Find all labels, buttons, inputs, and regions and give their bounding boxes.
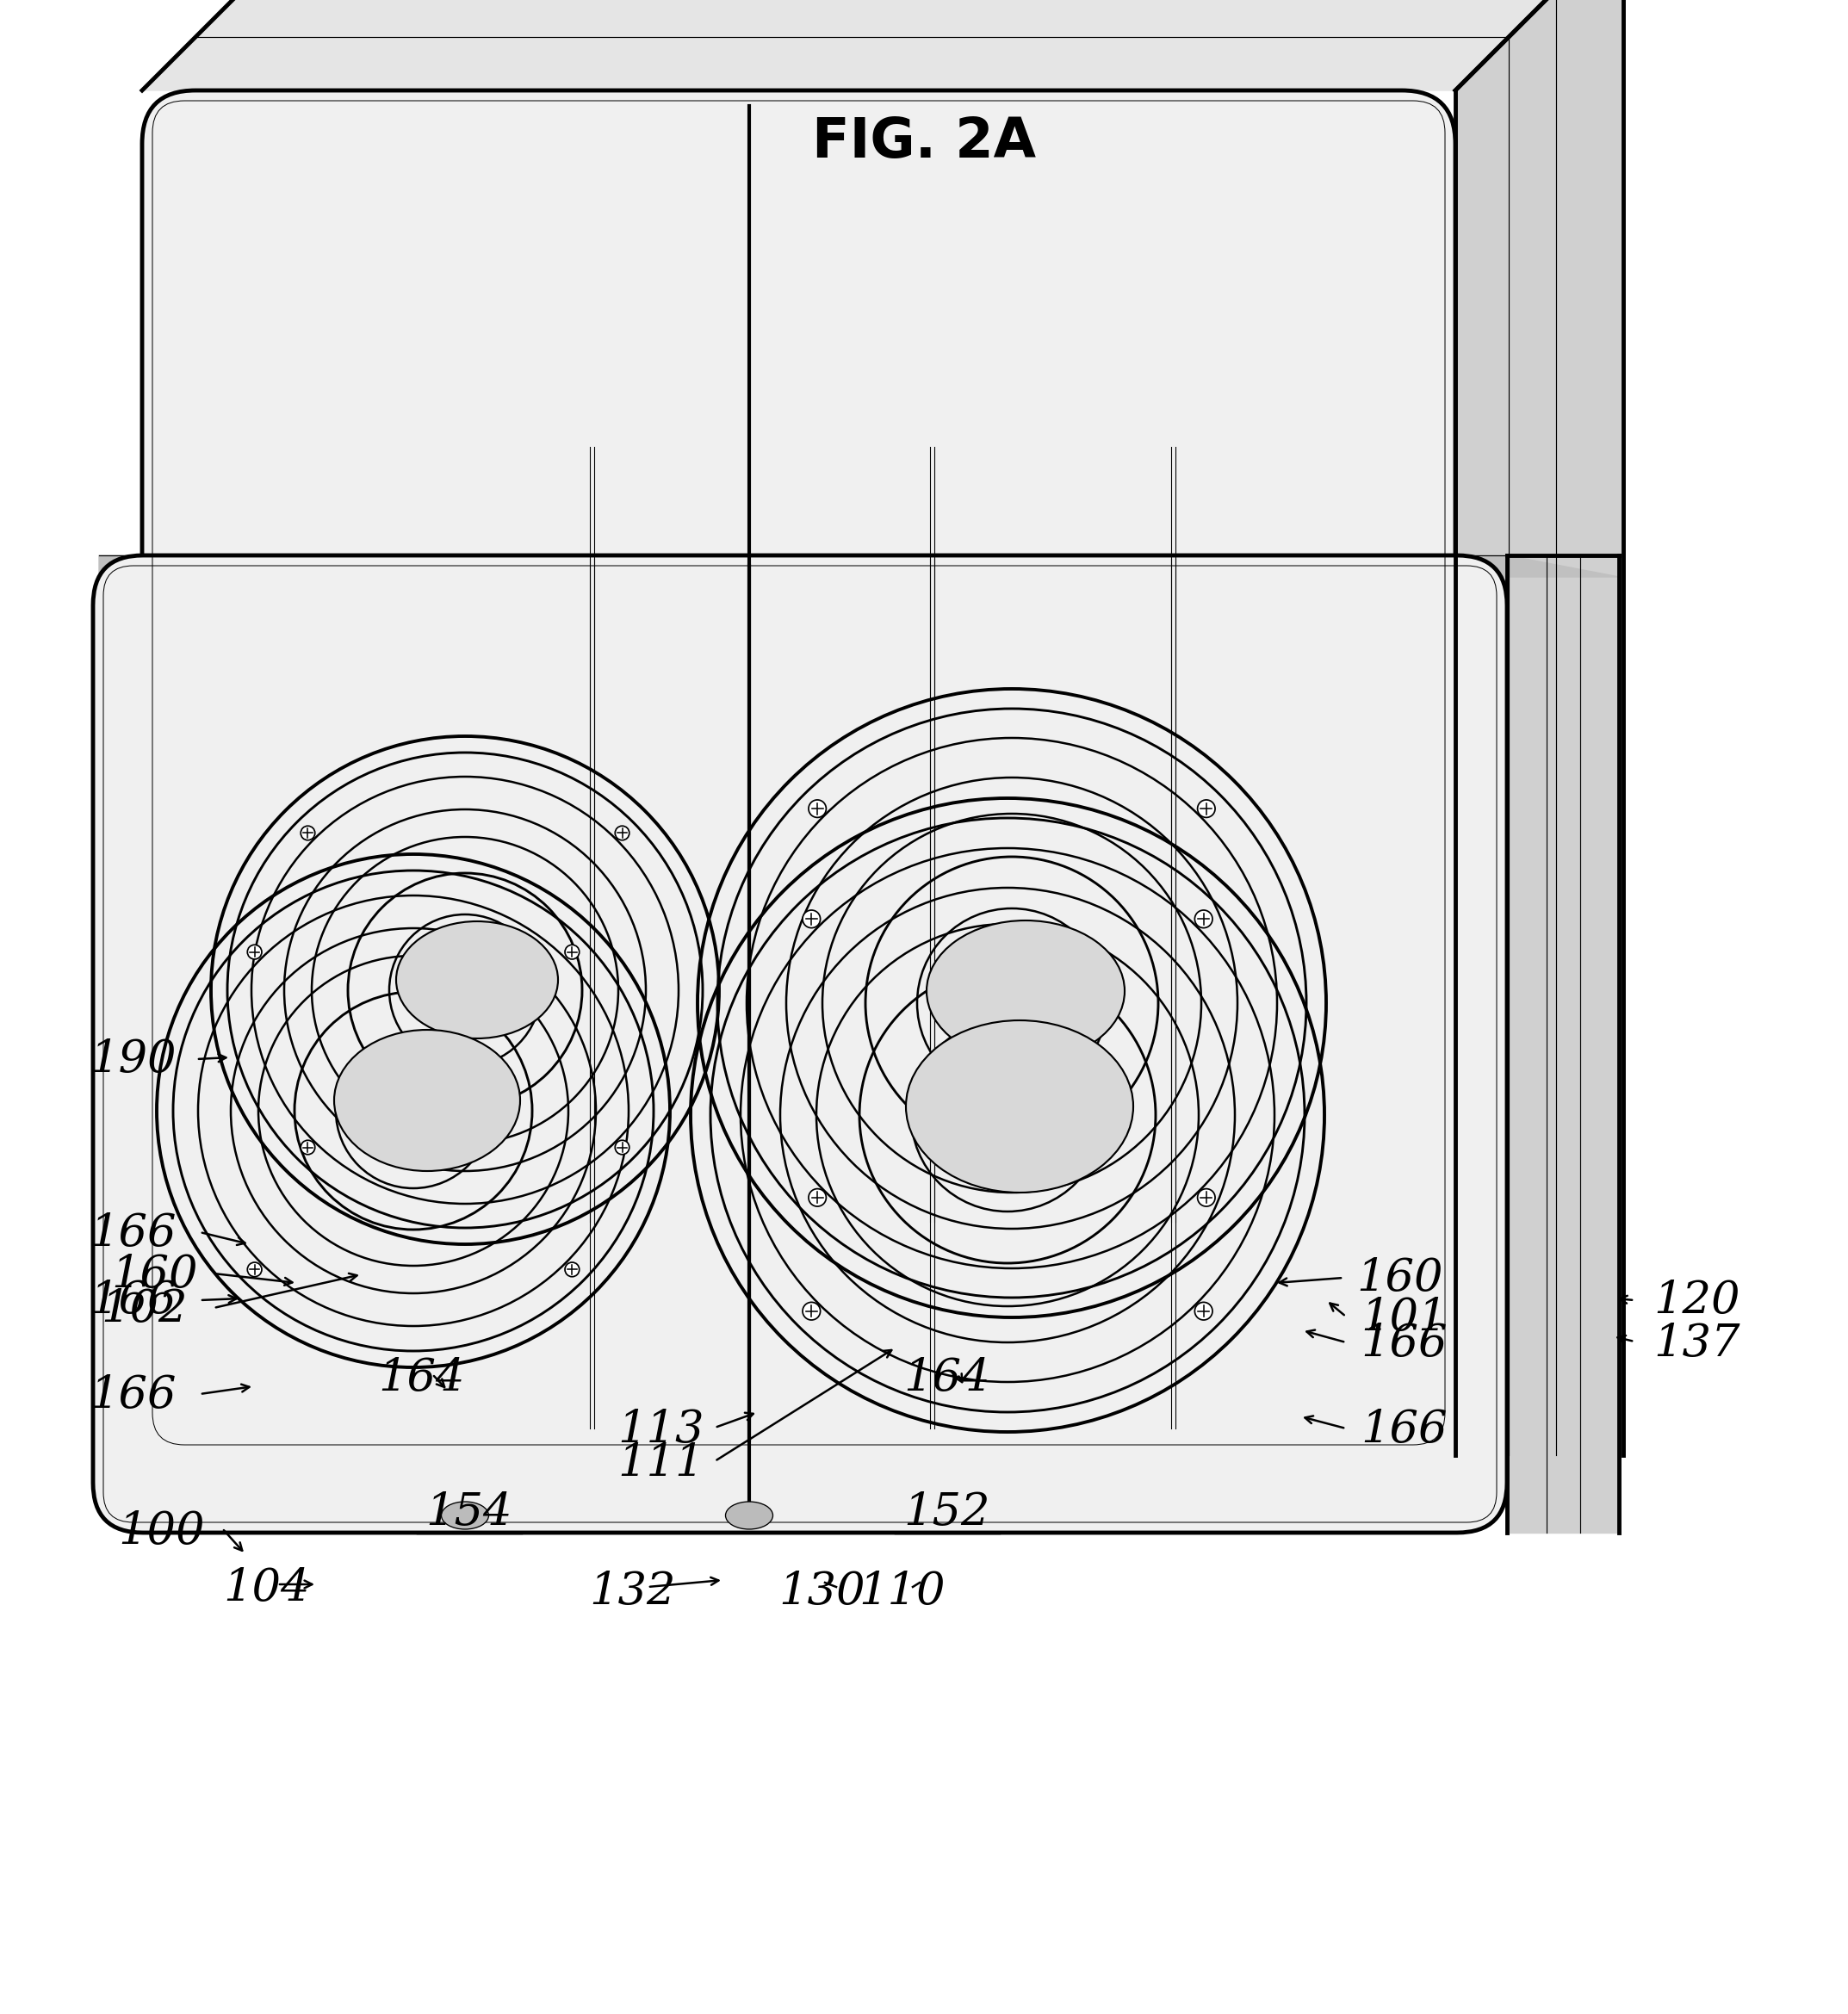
- Text: 152: 152: [904, 1490, 991, 1535]
- Ellipse shape: [926, 920, 1125, 1061]
- FancyBboxPatch shape: [142, 91, 1456, 1456]
- Text: 110: 110: [859, 1569, 946, 1613]
- Circle shape: [1198, 1188, 1216, 1206]
- Circle shape: [809, 1188, 826, 1206]
- Text: 154: 154: [427, 1490, 512, 1535]
- Text: 160: 160: [1356, 1257, 1443, 1301]
- Ellipse shape: [726, 1502, 772, 1529]
- Text: 120: 120: [1654, 1279, 1741, 1321]
- Text: 111: 111: [617, 1442, 704, 1486]
- Circle shape: [565, 1263, 578, 1277]
- Text: 113: 113: [617, 1408, 704, 1452]
- Text: 130: 130: [780, 1569, 865, 1613]
- Text: 100: 100: [118, 1508, 205, 1553]
- Text: 166: 166: [91, 1210, 177, 1255]
- Ellipse shape: [442, 1502, 488, 1529]
- Circle shape: [615, 1140, 630, 1154]
- Text: 137: 137: [1654, 1321, 1741, 1365]
- Text: 101: 101: [1360, 1295, 1447, 1339]
- Text: 166: 166: [91, 1374, 177, 1418]
- Polygon shape: [142, 0, 1623, 91]
- Circle shape: [248, 1263, 262, 1277]
- Polygon shape: [1506, 556, 1619, 1533]
- Circle shape: [615, 826, 630, 840]
- Circle shape: [1198, 800, 1216, 818]
- Text: 190: 190: [91, 1037, 177, 1082]
- Polygon shape: [1456, 0, 1623, 1456]
- Text: FIG. 2A: FIG. 2A: [811, 115, 1037, 169]
- Circle shape: [809, 800, 826, 818]
- Ellipse shape: [906, 1021, 1133, 1192]
- Text: 166: 166: [1360, 1321, 1447, 1365]
- Polygon shape: [100, 556, 1619, 576]
- Text: 164: 164: [904, 1355, 991, 1400]
- Ellipse shape: [334, 1029, 519, 1170]
- Circle shape: [802, 910, 821, 928]
- Text: 164: 164: [379, 1355, 466, 1400]
- Text: 104: 104: [224, 1567, 310, 1611]
- FancyBboxPatch shape: [92, 556, 1506, 1533]
- Text: 160: 160: [111, 1253, 198, 1297]
- Circle shape: [802, 1303, 821, 1319]
- Circle shape: [565, 945, 578, 959]
- Text: 132: 132: [590, 1569, 676, 1613]
- Circle shape: [1194, 910, 1212, 928]
- Text: 102: 102: [102, 1287, 188, 1331]
- Ellipse shape: [395, 920, 558, 1039]
- Text: 166: 166: [91, 1279, 177, 1321]
- Circle shape: [301, 826, 314, 840]
- Text: 166: 166: [1360, 1408, 1447, 1452]
- Circle shape: [301, 1140, 314, 1154]
- Circle shape: [1194, 1303, 1212, 1319]
- Circle shape: [248, 945, 262, 959]
